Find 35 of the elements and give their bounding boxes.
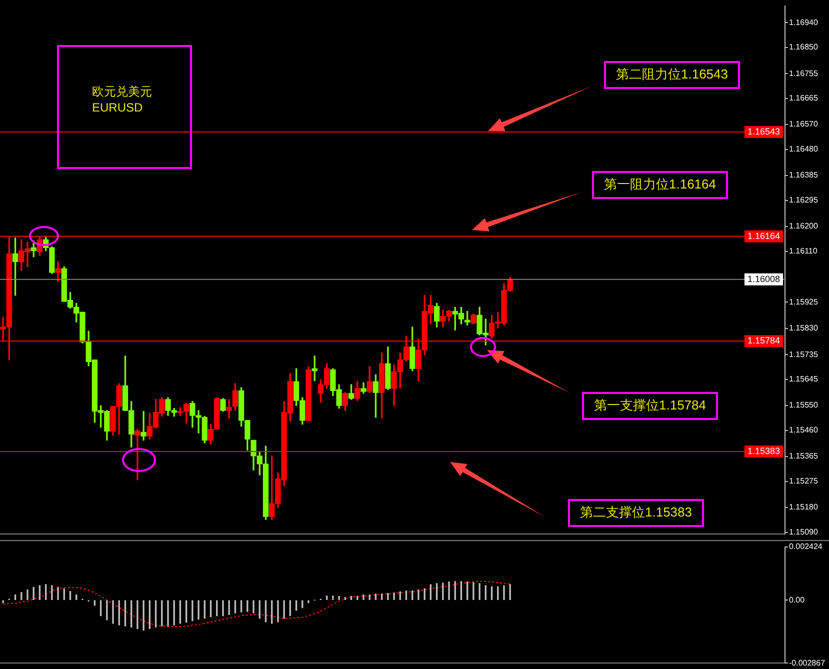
y-tick-label: 1.16755 [789,68,818,78]
y-tick-label: 1.15090 [789,527,818,536]
y-tick-label: 1.16570 [789,120,818,129]
y-tick-label: 1.15365 [789,452,818,461]
y-tick-label: 1.16665 [789,94,818,103]
y-tick-label: 0.00 [789,595,806,604]
y-tick-label: 1.15830 [789,324,818,333]
annotation: 第一支撑位1.15784 [594,398,706,413]
y-tick-label: 1.16295 [789,196,818,205]
y-tick-label: 1.16850 [789,42,818,52]
ref-line-label: 1.15784 [747,336,780,346]
y-tick-label: 1.16940 [789,18,818,27]
annotation: 第二支撑位1.15383 [580,504,692,520]
y-tick-label: 1.16110 [789,246,818,256]
y-tick-label: 1.15460 [789,426,818,435]
y-tick-label: 1.16200 [789,222,818,231]
y-tick-label: 1.16385 [789,170,818,180]
y-tick-label: 1.15180 [789,502,818,512]
ref-line-label: 1.15383 [747,446,780,456]
text: EURUSD [92,100,144,114]
text: 欧元兑美元 [92,84,152,98]
ref-line-label: 1.16164 [747,230,780,241]
line-series [2,580,511,628]
ref-line-label: 1.16543 [747,126,780,136]
y-tick-label: -0.002867 [789,658,826,668]
y-tick-label: 1.15275 [789,476,818,486]
annotation: 第二阻力位1.16543 [616,66,728,82]
annotation: 第一阻力位1.16164 [604,176,716,192]
y-tick-label: 1.15735 [789,350,818,359]
y-tick-label: 0.002424 [789,542,823,552]
y-tick-label: 1.15550 [789,400,818,410]
y-tick-label: 1.16480 [789,144,818,154]
ref-line-label: 1.16008 [747,274,780,284]
y-tick-label: 1.15925 [789,297,818,306]
y-tick-label: 1.15645 [789,374,818,384]
